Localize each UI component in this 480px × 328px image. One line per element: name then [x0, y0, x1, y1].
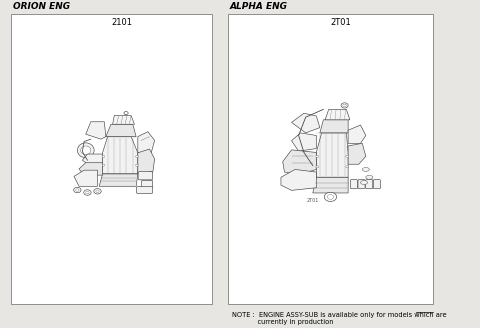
Ellipse shape: [341, 103, 348, 108]
Polygon shape: [106, 124, 136, 137]
Circle shape: [136, 155, 138, 157]
Circle shape: [316, 155, 319, 157]
FancyBboxPatch shape: [142, 180, 153, 187]
Text: ORION ENG: ORION ENG: [13, 2, 71, 11]
FancyBboxPatch shape: [350, 179, 358, 189]
Polygon shape: [138, 132, 155, 153]
Circle shape: [346, 155, 348, 157]
Polygon shape: [316, 133, 348, 177]
Polygon shape: [283, 150, 316, 175]
FancyBboxPatch shape: [373, 179, 381, 189]
Circle shape: [102, 155, 105, 157]
Polygon shape: [348, 143, 366, 164]
Polygon shape: [313, 177, 348, 193]
FancyBboxPatch shape: [136, 187, 153, 194]
FancyBboxPatch shape: [358, 179, 365, 189]
Polygon shape: [291, 133, 316, 151]
FancyBboxPatch shape: [366, 179, 373, 189]
Ellipse shape: [343, 104, 347, 107]
FancyBboxPatch shape: [138, 172, 153, 180]
Circle shape: [316, 166, 319, 168]
Text: NOTE :  ENGINE ASSY-SUB is available only for models which are: NOTE : ENGINE ASSY-SUB is available only…: [232, 312, 447, 318]
Polygon shape: [291, 113, 320, 133]
Polygon shape: [103, 137, 138, 174]
Circle shape: [346, 166, 348, 168]
Polygon shape: [281, 170, 316, 190]
Text: ALPHA ENG: ALPHA ENG: [230, 2, 288, 11]
Bar: [11, 14, 212, 303]
Circle shape: [327, 195, 334, 199]
Polygon shape: [86, 122, 106, 139]
Circle shape: [136, 164, 138, 166]
Polygon shape: [83, 154, 103, 166]
Circle shape: [94, 189, 101, 194]
Ellipse shape: [77, 143, 94, 158]
Text: 2T01: 2T01: [330, 18, 351, 27]
Ellipse shape: [362, 168, 369, 172]
Text: 2101: 2101: [111, 18, 132, 27]
Polygon shape: [320, 120, 348, 133]
Circle shape: [73, 187, 81, 193]
Circle shape: [324, 192, 336, 201]
Text: currently in production: currently in production: [232, 319, 334, 325]
Ellipse shape: [81, 146, 91, 155]
Polygon shape: [99, 174, 138, 186]
Text: 2T01: 2T01: [307, 198, 319, 203]
Polygon shape: [113, 115, 134, 124]
Polygon shape: [325, 109, 350, 120]
Bar: [228, 14, 433, 303]
Polygon shape: [74, 170, 97, 186]
Circle shape: [96, 190, 99, 193]
Ellipse shape: [366, 175, 373, 179]
Polygon shape: [138, 149, 155, 174]
Circle shape: [86, 191, 89, 194]
Ellipse shape: [124, 112, 128, 114]
Ellipse shape: [360, 180, 368, 184]
Polygon shape: [79, 163, 103, 175]
Polygon shape: [348, 125, 366, 143]
Circle shape: [76, 189, 79, 191]
Circle shape: [84, 190, 91, 195]
Circle shape: [102, 164, 105, 166]
